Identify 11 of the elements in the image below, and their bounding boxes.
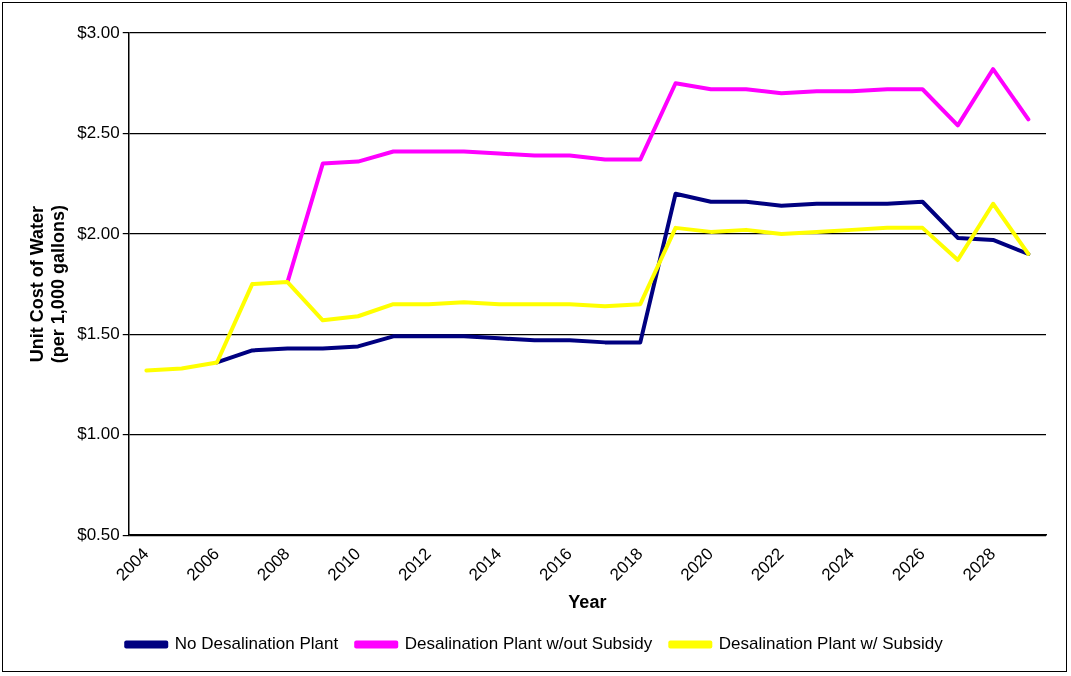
- y-tick-label: $0.50: [77, 524, 120, 544]
- legend-label: Desalination Plant w/ Subsidy: [718, 634, 944, 654]
- y-tick-label: $2.00: [77, 223, 120, 243]
- y-tick-label: $3.00: [77, 22, 120, 42]
- y-tick-label: $1.50: [77, 324, 120, 344]
- x-axis-title: Year: [568, 592, 607, 613]
- y-axis-title: Unit Cost of Water (per 1,000 gallons): [26, 205, 69, 364]
- y-tick-label: $1.00: [77, 424, 120, 444]
- y-tick-label: $2.50: [77, 123, 120, 143]
- legend-label: Desalination Plant w/out Subsidy: [404, 634, 653, 654]
- legend-label: No Desalination Plant: [174, 634, 339, 654]
